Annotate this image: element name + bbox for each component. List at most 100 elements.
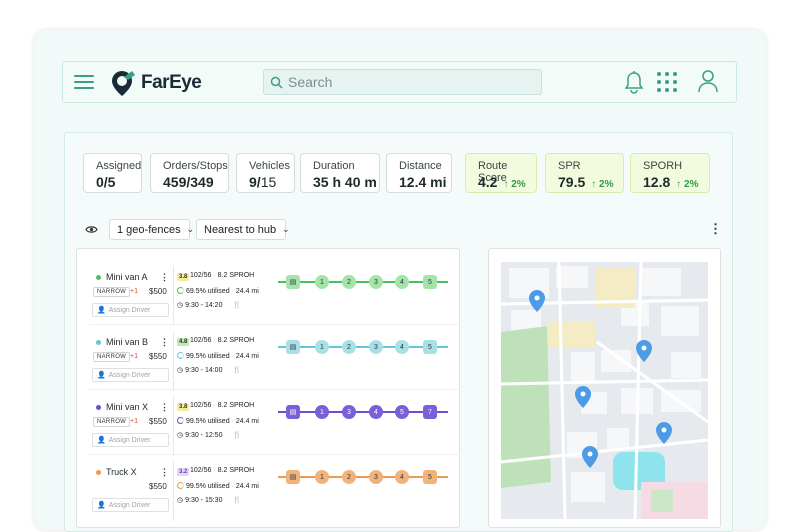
bell-icon[interactable]: [623, 70, 645, 94]
stop-number: 2: [347, 343, 351, 351]
route-distance: 24.4 mi: [235, 483, 259, 490]
route-stop[interactable]: 3: [369, 340, 383, 354]
row-menu-icon[interactable]: ⋮: [160, 337, 169, 347]
row-divider: [89, 454, 460, 455]
depot-stop[interactable]: ▤: [286, 275, 300, 289]
meal-break-icon: 🍴: [232, 497, 242, 504]
route-stop[interactable]: 1: [315, 275, 329, 289]
route-name-text: Mini van B: [106, 337, 149, 347]
route-color-dot: [96, 274, 101, 280]
assign-driver-select[interactable]: 👤 Assign Driver: [92, 368, 169, 382]
route-row[interactable]: Mini van A ⋮ NARROW +1 $500 👤 Assign Driver 3.8…: [89, 266, 460, 326]
column-divider: [173, 396, 174, 456]
route-metrics: 102/56 · 8.2 SPROH: [190, 337, 255, 344]
stat-label: Route Score: [478, 160, 508, 184]
stop-number: 3: [374, 343, 378, 351]
route-stop[interactable]: 3: [369, 470, 383, 484]
search-input[interactable]: [288, 73, 533, 91]
route-score-badge: 3.8: [177, 403, 190, 411]
sproh-value: 8.2 SPROH: [217, 337, 255, 344]
depot-stop[interactable]: ▤: [286, 405, 300, 419]
row-divider: [89, 324, 460, 325]
orders-ratio: 102/56: [190, 402, 212, 409]
route-map[interactable]: [501, 262, 708, 519]
route-stop[interactable]: 2: [342, 340, 356, 354]
route-stop[interactable]: 4: [369, 405, 383, 419]
stat-value: 12.8 ↑ 2%: [643, 174, 698, 190]
orders-ratio: 102/56: [190, 337, 212, 344]
route-stop[interactable]: 5: [423, 340, 437, 354]
stat-distance: Distance 12.4 mi: [386, 153, 452, 193]
assign-driver-select[interactable]: 👤 Assign Driver: [92, 498, 169, 512]
route-name: Mini van X: [96, 402, 148, 412]
route-stop[interactable]: 2: [342, 275, 356, 289]
depot-stop[interactable]: ▤: [286, 470, 300, 484]
route-row[interactable]: Truck X ⋮ $550 👤 Assign Driver 3.2 102/56 · 8.…: [89, 461, 460, 521]
clock-icon: ◷: [177, 432, 184, 439]
time-window: 9:30 - 12:50: [185, 432, 223, 439]
assign-driver-placeholder: Assign Driver: [108, 501, 151, 509]
route-stop[interactable]: 1: [315, 470, 329, 484]
time-window: 9:30 - 14:00: [185, 367, 223, 374]
brand-logo[interactable]: FarEye: [109, 68, 202, 98]
route-stop[interactable]: 5: [423, 470, 437, 484]
stat-spr: SPR 79.5 ↑ 2%: [545, 153, 624, 193]
stop-number: 4: [400, 343, 404, 351]
stop-number: 2: [347, 473, 351, 481]
search-box[interactable]: [263, 69, 542, 95]
route-stop[interactable]: 1: [315, 340, 329, 354]
route-stop[interactable]: 4: [395, 470, 409, 484]
geofence-dropdown[interactable]: 1 geo-fences ⌄: [109, 219, 194, 240]
apps-grid-icon[interactable]: [656, 71, 678, 93]
user-avatar-icon[interactable]: [697, 69, 719, 93]
stat-route-score: Route Score 4.2 ↑ 2%: [465, 153, 537, 193]
row-divider: [89, 389, 460, 390]
assign-driver-select[interactable]: 👤 Assign Driver: [92, 303, 169, 317]
route-stop[interactable]: 5: [395, 405, 409, 419]
route-color-dot: [96, 404, 101, 410]
narrow-badge: NARROW: [93, 417, 131, 427]
stat-value-number: 4.2: [478, 174, 498, 190]
depot-stop[interactable]: ▤: [286, 340, 300, 354]
route-row[interactable]: Mini van X ⋮ NARROW +1 $550 👤 Assign Driver 3.8…: [89, 396, 460, 456]
stop-number: 1: [320, 278, 324, 286]
more-options-icon[interactable]: ⋮: [709, 221, 722, 236]
extra-count-badge: +1: [130, 418, 138, 425]
sort-dropdown[interactable]: Nearest to hub ⌄: [196, 219, 290, 240]
route-stop[interactable]: 1: [315, 405, 329, 419]
route-stop[interactable]: 7: [423, 405, 437, 419]
narrow-badge: NARROW: [93, 287, 131, 297]
driver-icon: 👤: [97, 502, 106, 509]
menu-icon[interactable]: [74, 75, 94, 89]
route-stop[interactable]: 4: [395, 340, 409, 354]
utilisation-value: 99.5% utilised: [186, 418, 230, 425]
route-stop[interactable]: 3: [342, 405, 356, 419]
stop-number: 5: [428, 473, 432, 481]
route-stop[interactable]: 2: [342, 470, 356, 484]
row-menu-icon[interactable]: ⋮: [160, 467, 169, 477]
sproh-value: 8.2 SPROH: [217, 467, 255, 474]
stat-value: 459/349: [163, 174, 214, 190]
row-menu-icon[interactable]: ⋮: [160, 402, 169, 412]
stop-number: 1: [320, 408, 324, 416]
route-line: [278, 411, 448, 413]
route-stop[interactable]: 3: [369, 275, 383, 289]
row-menu-icon[interactable]: ⋮: [160, 272, 169, 282]
top-header: FarEye: [62, 61, 737, 103]
route-name-text: Mini van A: [106, 272, 148, 282]
route-stop[interactable]: 5: [423, 275, 437, 289]
route-row[interactable]: Mini van B ⋮ NARROW +1 $550 👤 Assign Driver 4.8…: [89, 331, 460, 391]
orders-ratio: 102/56: [190, 272, 212, 279]
clock-icon: ◷: [177, 302, 184, 309]
column-divider: [173, 266, 174, 326]
route-metrics: 102/56 · 8.2 SPROH: [190, 467, 255, 474]
stop-number: 3: [374, 278, 378, 286]
stat-delta: ↑ 2%: [676, 179, 699, 190]
stat-value-main: 9/: [249, 174, 261, 190]
route-stop[interactable]: 4: [395, 275, 409, 289]
meal-break-icon: 🍴: [232, 302, 242, 309]
assign-driver-select[interactable]: 👤 Assign Driver: [92, 433, 169, 447]
eye-icon[interactable]: [85, 225, 98, 234]
route-metrics: 102/56 · 8.2 SPROH: [190, 272, 255, 279]
stat-label: Vehicles: [249, 160, 290, 172]
